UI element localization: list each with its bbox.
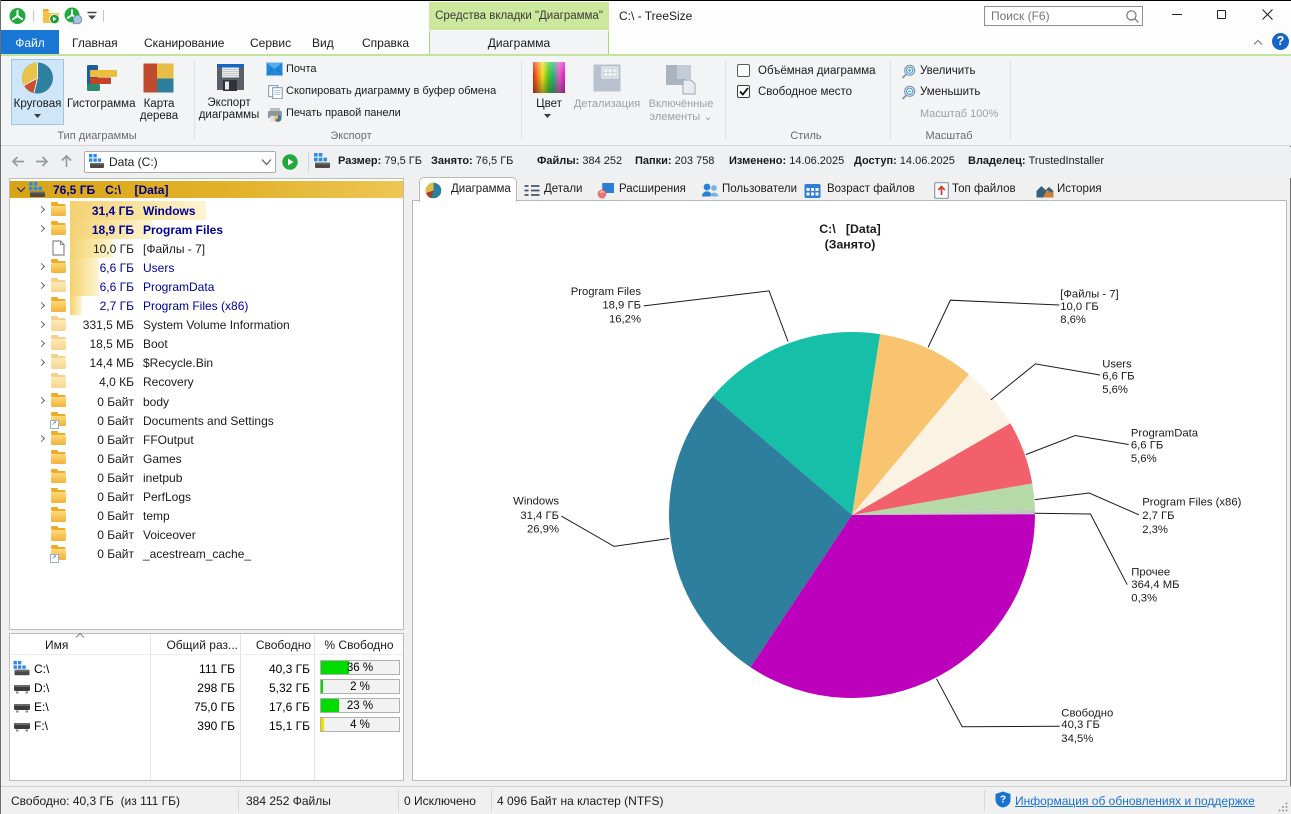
svg-text:Program Files: Program Files	[571, 286, 642, 298]
svg-text:2,3%: 2,3%	[1142, 524, 1168, 536]
svg-text:Прочее: Прочее	[1131, 567, 1170, 579]
svg-text:6,6 ГБ: 6,6 ГБ	[1102, 370, 1134, 382]
svg-text:364,4 МБ: 364,4 МБ	[1131, 579, 1179, 591]
svg-text:?: ?	[1000, 795, 1006, 806]
svg-text:ProgramData: ProgramData	[1131, 428, 1199, 440]
svg-text:[Файлы - 7]: [Файлы - 7]	[1060, 289, 1119, 301]
svg-text:Windows: Windows	[513, 496, 559, 508]
svg-text:(Занято): (Занято)	[825, 238, 876, 252]
svg-text:Users: Users	[1102, 359, 1132, 371]
svg-text:C:\ [Data]: C:\ [Data]	[819, 222, 881, 236]
svg-text:40,3 ГБ: 40,3 ГБ	[1061, 719, 1100, 731]
svg-text:5,6%: 5,6%	[1131, 453, 1157, 465]
svg-text:16,2%: 16,2%	[609, 313, 641, 325]
svg-text:2,7 ГБ: 2,7 ГБ	[1142, 510, 1174, 522]
svg-text:10,0 ГБ: 10,0 ГБ	[1060, 301, 1099, 313]
svg-text:Свободно: Свободно	[1061, 708, 1113, 720]
svg-text:Program Files (x86): Program Files (x86)	[1142, 496, 1241, 508]
svg-text:18,9 ГБ: 18,9 ГБ	[602, 300, 641, 312]
svg-text:31,4 ГБ: 31,4 ГБ	[520, 510, 559, 522]
svg-text:6,6 ГБ: 6,6 ГБ	[1131, 440, 1163, 452]
svg-text:0,3%: 0,3%	[1131, 593, 1157, 605]
svg-text:26,9%: 26,9%	[527, 523, 559, 535]
svg-text:34,5%: 34,5%	[1061, 733, 1093, 745]
svg-text:5,6%: 5,6%	[1102, 384, 1128, 396]
svg-text:8,6%: 8,6%	[1060, 314, 1086, 326]
